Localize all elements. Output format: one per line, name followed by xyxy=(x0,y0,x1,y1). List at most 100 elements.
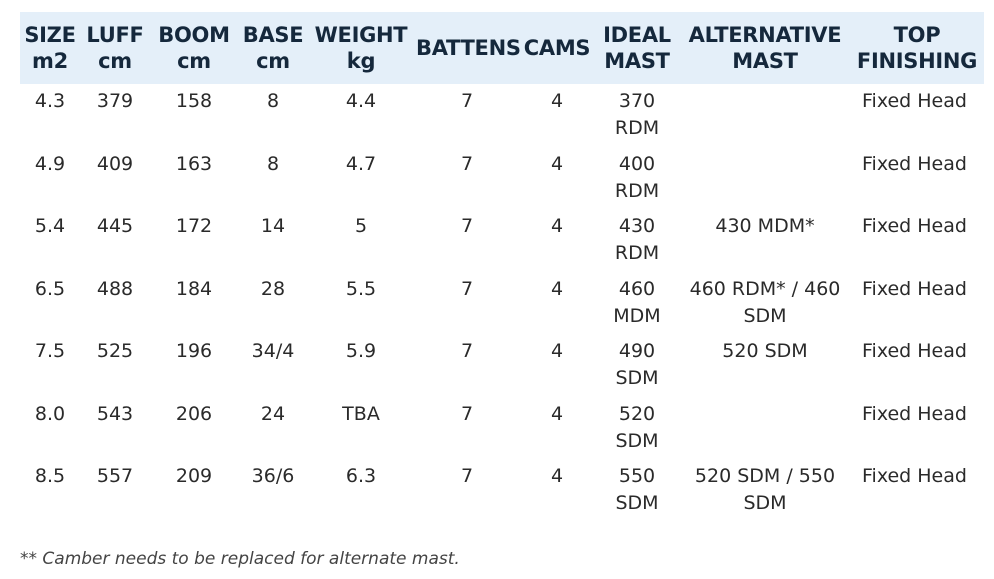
table-cell: Fixed Head xyxy=(862,277,967,300)
table-cell: 400 RDM xyxy=(614,152,660,202)
header-text: WEIGHT xyxy=(314,23,408,47)
header-cell: BOOM cm xyxy=(150,12,238,84)
table-cell: Fixed Head xyxy=(862,340,967,362)
table-row: 5.4 445 172 14 5 7 4 430 RDM 430 MDM* Fixed Head xyxy=(20,209,984,272)
header-text: MAST xyxy=(604,49,670,73)
table-cell: 6.5 xyxy=(34,277,66,300)
header-cell: CAMS xyxy=(520,12,594,84)
table-cell: 14 xyxy=(260,215,286,237)
header-text: TOP xyxy=(893,23,941,47)
table-cell: 163 xyxy=(175,152,213,175)
header-text: cm xyxy=(256,49,290,73)
header-cell: ALTERNATIVE MAST xyxy=(680,12,850,84)
header-text: kg xyxy=(346,49,376,73)
table-row: 4.9 409 163 8 4.7 7 4 400 RDM Fixed Head xyxy=(20,147,984,210)
table-cell: 550 SDM xyxy=(615,465,659,514)
table-cell: 4.9 xyxy=(34,152,66,175)
table-cell: 5.5 xyxy=(345,277,377,300)
header-row: SIZE m2 LUFF cm BOOM cm BASE cm WEIGHT kg BATTENS C… xyxy=(20,12,984,84)
table-row: 8.0 543 206 24 TBA 7 4 520 SDM Fixed Head xyxy=(20,397,984,460)
table-cell: 7 xyxy=(460,277,474,300)
table-row: 6.5 488 184 28 5.5 7 4 460 MDM 460 RDM* / 460 SD… xyxy=(20,272,984,335)
table-body: 4.3 379 158 8 4.4 7 4 370 RDM Fixed Head 4.9 409 16… xyxy=(20,84,984,522)
header-text: LUFF xyxy=(86,23,144,47)
table-cell: 4 xyxy=(550,402,564,425)
header-text: ALTERNATIVE xyxy=(688,23,842,47)
header-text: CAMS xyxy=(523,36,591,60)
header-cell: LUFF cm xyxy=(80,12,150,84)
table-cell: 490 SDM xyxy=(615,340,659,389)
header-cell: SIZE m2 xyxy=(20,12,80,84)
table-cell xyxy=(680,147,850,210)
table-cell: 184 xyxy=(175,277,213,300)
table-cell: 525 xyxy=(96,340,134,362)
table-cell xyxy=(680,397,850,460)
table-row: 4.3 379 158 8 4.4 7 4 370 RDM Fixed Head xyxy=(20,84,984,147)
table-cell: 206 xyxy=(175,402,213,425)
table-cell: 209 xyxy=(175,465,213,487)
header-text: m2 xyxy=(32,49,68,73)
table-cell: 8 xyxy=(266,152,280,175)
table-cell: 4.4 xyxy=(345,90,377,112)
table-cell: 4 xyxy=(550,90,564,112)
header-text: cm xyxy=(98,49,132,73)
table-cell: 543 xyxy=(96,402,134,425)
table-cell: 445 xyxy=(96,215,134,237)
table-cell: Fixed Head xyxy=(862,152,967,175)
table-cell: 5.4 xyxy=(34,215,66,237)
table-cell: 158 xyxy=(175,90,213,112)
table-cell: 8.0 xyxy=(34,402,66,425)
table-cell: 488 xyxy=(96,277,134,300)
table-cell: 557 xyxy=(96,465,134,487)
footnote: ** Camber needs to be replaced for alter… xyxy=(20,549,460,569)
table-cell: 430 RDM xyxy=(614,215,660,264)
table-cell: 460 MDM xyxy=(613,277,661,327)
table-cell: 4 xyxy=(550,340,564,362)
table-cell: 7 xyxy=(460,90,474,112)
table-cell: 4 xyxy=(550,152,564,175)
table-cell: 5 xyxy=(354,215,368,237)
table-cell: 430 MDM* xyxy=(715,215,815,237)
header-cell: IDEAL MAST xyxy=(594,12,680,84)
table-cell: 7 xyxy=(460,215,474,237)
table-cell: 172 xyxy=(175,215,213,237)
table-cell: 520 SDM xyxy=(722,340,808,362)
table-cell: 7 xyxy=(460,402,474,425)
table-cell: Fixed Head xyxy=(862,402,967,425)
table-cell: Fixed Head xyxy=(862,465,967,487)
table-cell: Fixed Head xyxy=(862,215,967,237)
table-cell xyxy=(680,84,850,147)
header-text: BATTENS xyxy=(416,36,521,60)
spec-table: SIZE m2 LUFF cm BOOM cm BASE cm WEIGHT kg BATTENS C… xyxy=(20,12,984,522)
table-cell: TBA xyxy=(342,402,380,425)
table-row: 8.5 557 209 36/6 6.3 7 4 550 SDM 520 SDM / 550 S… xyxy=(20,459,984,522)
header-cell: BASE cm xyxy=(238,12,308,84)
table-cell: 4 xyxy=(550,277,564,300)
table-cell: 4.7 xyxy=(345,152,377,175)
header-cell: BATTENS xyxy=(414,12,521,84)
table-cell: 8.5 xyxy=(34,465,66,487)
table-cell: Fixed Head xyxy=(862,90,967,112)
table-cell: 409 xyxy=(96,152,134,175)
header-text: FINISHING xyxy=(856,49,978,73)
table-cell: 4 xyxy=(550,215,564,237)
table-cell: 36/6 xyxy=(251,465,295,487)
table-cell: 8 xyxy=(266,90,280,112)
header-text: BASE xyxy=(242,23,304,47)
header-cell: TOP FINISHING xyxy=(850,12,984,84)
table-cell: 7 xyxy=(460,340,474,362)
table-cell: 5.9 xyxy=(345,340,377,362)
table-cell: 28 xyxy=(260,277,286,300)
header-cell: WEIGHT kg xyxy=(308,12,414,84)
table-cell: 7.5 xyxy=(34,340,66,362)
header-text: BOOM xyxy=(158,23,230,47)
header-text: MAST xyxy=(732,49,798,73)
table-cell: 4 xyxy=(550,465,564,487)
table-cell: 4.3 xyxy=(34,90,66,112)
table-cell: 7 xyxy=(460,152,474,175)
header-text: SIZE xyxy=(24,23,76,47)
table-cell: 520 SDM / 550 SDM xyxy=(694,465,836,514)
table-cell: 520 SDM xyxy=(615,402,659,452)
table-cell: 24 xyxy=(260,402,286,425)
